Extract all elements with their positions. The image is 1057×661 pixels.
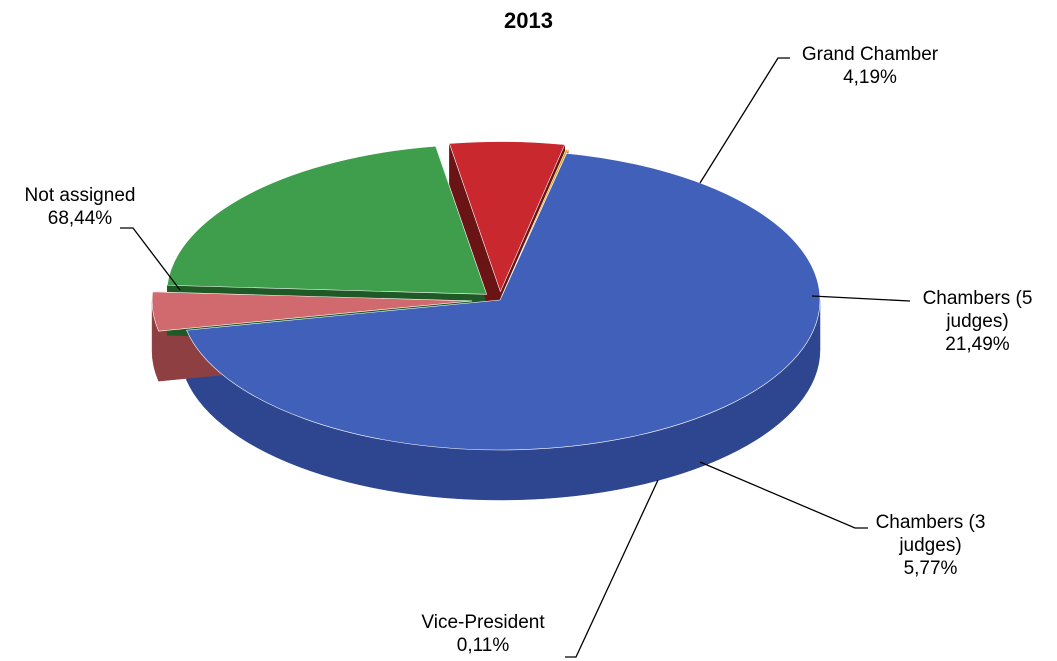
chart-title: 2013 (504, 8, 553, 33)
leader-line-grand-chamber (699, 57, 790, 184)
label-vice-president: Vice-President 0,11% (398, 611, 568, 657)
label-not-assigned: Not assigned 68,44% (0, 184, 160, 230)
leader-line-chambers-3-judges (699, 461, 868, 529)
slice-value: 21,49% (945, 334, 1010, 355)
label-grand-chamber: Grand Chamber 4,19% (785, 43, 955, 89)
slice-label: Chambers (5 judges) (922, 288, 1033, 332)
slice-label: Grand Chamber (801, 44, 939, 65)
leader-line-chambers-5-judges (811, 295, 911, 302)
slice-value: 4,19% (843, 67, 897, 88)
slice-grand-chamber (151, 291, 473, 332)
slice-chambers-3-judges (448, 141, 566, 293)
leader-lines (120, 57, 911, 658)
slice-not-assigned (186, 152, 821, 451)
slice-label: Not assigned (24, 185, 136, 206)
slice-label: Vice-President (421, 612, 545, 633)
slice-chambers-5-judges (166, 145, 488, 295)
slice-value: 68,44% (47, 208, 113, 229)
label-chambers-3-judges: Chambers (3 judges) 5,77% (858, 511, 1003, 580)
slice-label: Chambers (3 judges) (875, 512, 986, 556)
label-chambers-5-judges: Chambers (5 judges) 21,49% (905, 287, 1050, 356)
slice-value: 0,11% (456, 635, 510, 656)
pie-tops (151, 141, 821, 451)
leader-line-not-assigned (120, 227, 181, 291)
leader-line-vice-president (565, 479, 659, 658)
slice-vice-president (501, 149, 569, 297)
slice-value: 5,77% (903, 558, 958, 579)
